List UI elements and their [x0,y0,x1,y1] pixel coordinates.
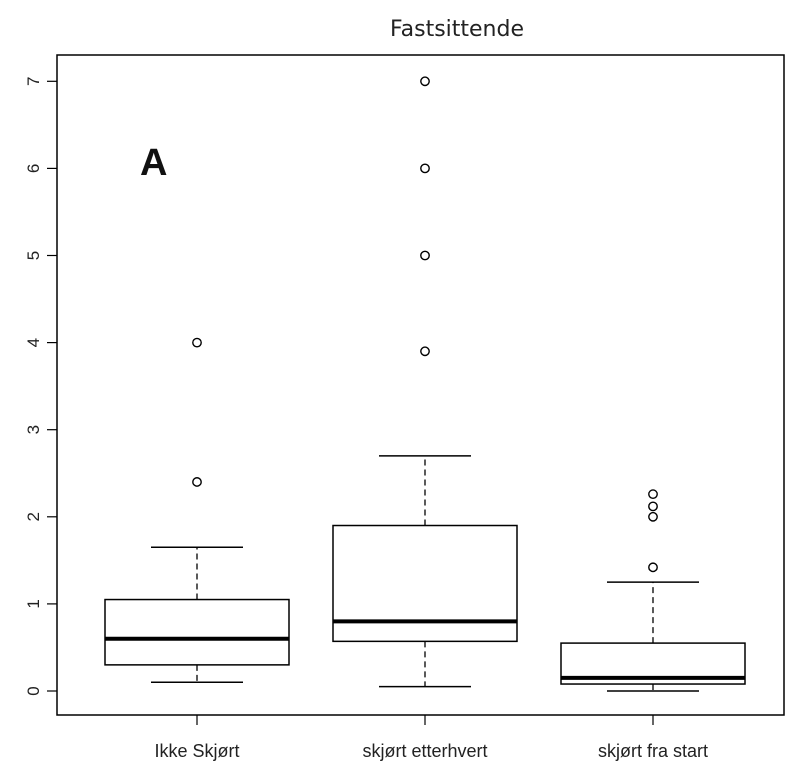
box-1 [104,337,290,684]
outlier-point [192,477,202,487]
x-tick-label: skjørt etterhvert [362,741,487,761]
outlier-point [420,76,430,87]
y-tick-label: 6 [24,164,43,173]
y-tick-label: 7 [24,77,43,86]
iqr-box [332,524,518,643]
chart-title: Fastsittende [390,17,524,42]
box-2 [332,76,518,688]
y-tick-label: 3 [24,425,43,434]
outlier-point [192,337,202,348]
box-3 [560,489,746,692]
y-tick-label: 4 [24,338,43,347]
panel-label: A [140,142,167,184]
iqr-box [104,598,290,666]
outlier-point [648,562,658,573]
y-axis: 0 1 2 3 4 5 6 7 [24,77,57,696]
outlier-point [648,501,658,512]
y-tick-label: 5 [24,251,43,260]
y-tick-label: 2 [24,512,43,521]
y-tick-label: 1 [24,599,43,608]
outlier-point [648,511,658,522]
x-axis: Ikke Skjørt skjørt etterhvert skjørt fra s… [154,715,708,761]
boxes [104,76,746,692]
x-tick-label: Ikke Skjørt [154,741,239,761]
outlier-point [420,346,430,357]
outlier-point [420,163,430,174]
outlier-point [648,489,658,500]
plot-frame [56,54,785,716]
y-tick-label: 0 [24,686,43,695]
outlier-point [420,250,430,261]
x-tick-label: skjørt fra start [598,741,708,761]
